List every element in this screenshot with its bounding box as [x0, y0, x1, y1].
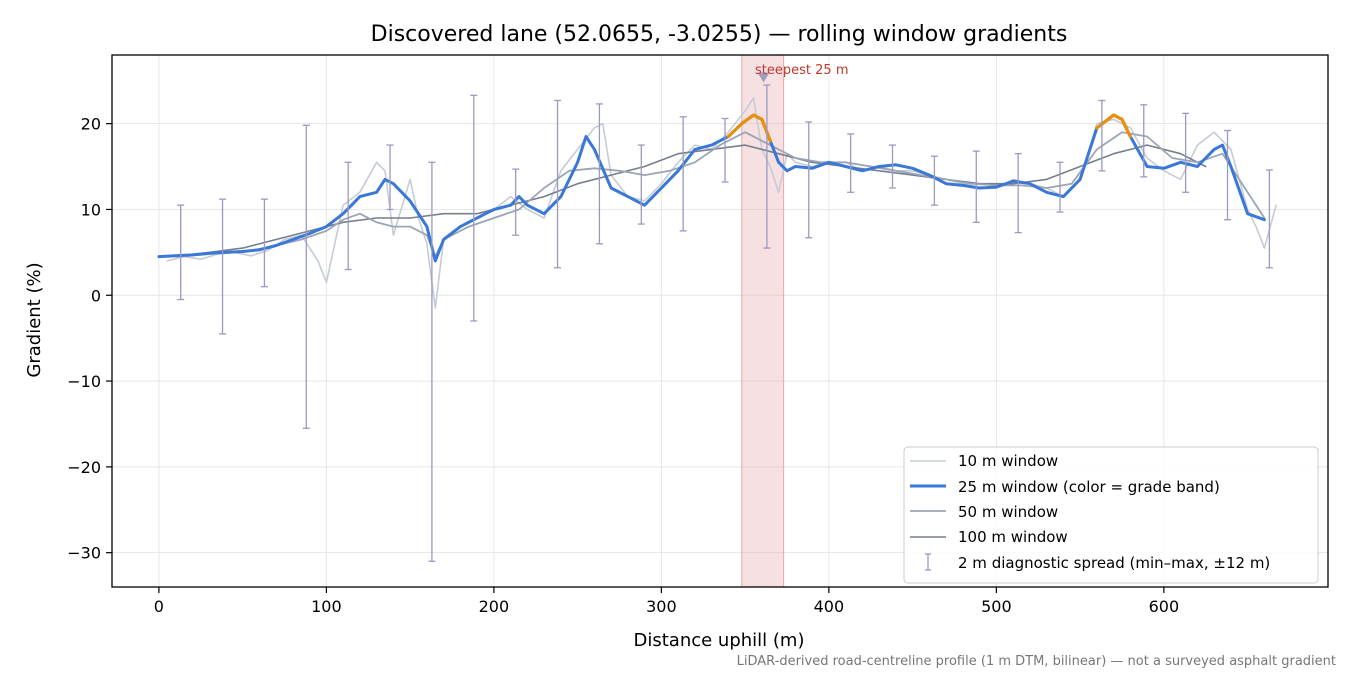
- series-line-25m: [157, 113, 1266, 263]
- error-bar: [930, 155, 938, 206]
- y-axis-ticks: −30 −20 −10 0 10 20: [67, 115, 112, 563]
- error-bar: [679, 116, 687, 232]
- error-bar: [1182, 112, 1190, 193]
- steepest-segment-label: steepest 25 m: [755, 63, 848, 78]
- error-bar: [219, 198, 227, 335]
- error-bar: [428, 161, 436, 562]
- legend-swatch-errorbar: [925, 553, 931, 571]
- y-axis-label: Gradient (%): [24, 262, 45, 377]
- chart-title: Discovered lane (52.0655, -3.0255) — rol…: [371, 22, 1068, 47]
- x-tick-label: 0: [154, 597, 164, 616]
- error-bar: [344, 161, 352, 271]
- x-axis-ticks: 0 100 200 300 400 500 600: [154, 587, 1179, 616]
- legend-label-10m: 10 m window: [958, 452, 1058, 470]
- error-bar: [260, 198, 268, 288]
- legend-box: [903, 446, 1319, 584]
- x-tick-label: 400: [814, 597, 845, 616]
- y-tick-label: −10: [67, 372, 101, 391]
- error-bar: [302, 124, 310, 429]
- x-tick-label: 100: [311, 597, 342, 616]
- steep-grade-segment: [760, 117, 772, 143]
- steep-grade-segment: [1095, 113, 1116, 130]
- steepest-peak-marker: [757, 72, 770, 83]
- steep-grade-segment: [1120, 117, 1132, 139]
- y-tick-label: 10: [81, 200, 101, 219]
- steepest-segment-band: [741, 54, 785, 588]
- error-bar: [1224, 129, 1232, 221]
- plot-frame: [111, 54, 1329, 588]
- error-bar: [554, 99, 562, 269]
- y-tick-label: 0: [91, 286, 101, 305]
- error-bar: [470, 94, 478, 322]
- y-tick-label: −30: [67, 544, 101, 563]
- x-tick-label: 500: [981, 597, 1012, 616]
- x-tick-label: 200: [479, 597, 510, 616]
- error-bar: [637, 144, 645, 225]
- legend-label-errorbar: 2 m diagnostic spread (min–max, ±12 m): [958, 554, 1270, 572]
- x-tick-label: 300: [646, 597, 677, 616]
- error-bar: [1098, 99, 1106, 172]
- error-bar: [595, 103, 603, 245]
- steep-grade-segment: [726, 122, 744, 139]
- footnote: LiDAR-derived road-centreline profile (1…: [737, 654, 1336, 669]
- error-bars: [177, 84, 1273, 562]
- y-tick-label: 20: [81, 115, 101, 134]
- error-bar: [889, 144, 897, 189]
- legend-label-100m: 100 m window: [958, 528, 1068, 546]
- error-bar: [721, 117, 729, 183]
- error-bar: [847, 133, 855, 193]
- error-bar: [1056, 161, 1064, 213]
- error-bar: [1014, 153, 1022, 234]
- x-tick-label: 600: [1149, 597, 1180, 616]
- legend-label-25m: 25 m window (color = grade band): [958, 478, 1220, 496]
- error-bar: [1140, 104, 1148, 178]
- legend-label-50m: 50 m window: [958, 503, 1058, 521]
- steep-grade-segment: [740, 113, 756, 126]
- error-bar: [972, 150, 980, 223]
- error-bar: [177, 204, 185, 301]
- error-bar: [1265, 169, 1273, 269]
- error-bar: [512, 168, 520, 236]
- error-bar: [805, 121, 813, 239]
- legend: 10 m window 25 m window (color = grade b…: [903, 446, 1319, 584]
- x-axis-label: Distance uphill (m): [634, 630, 805, 651]
- y-tick-label: −20: [67, 458, 101, 477]
- error-bar: [386, 144, 394, 211]
- error-bar: [763, 84, 771, 249]
